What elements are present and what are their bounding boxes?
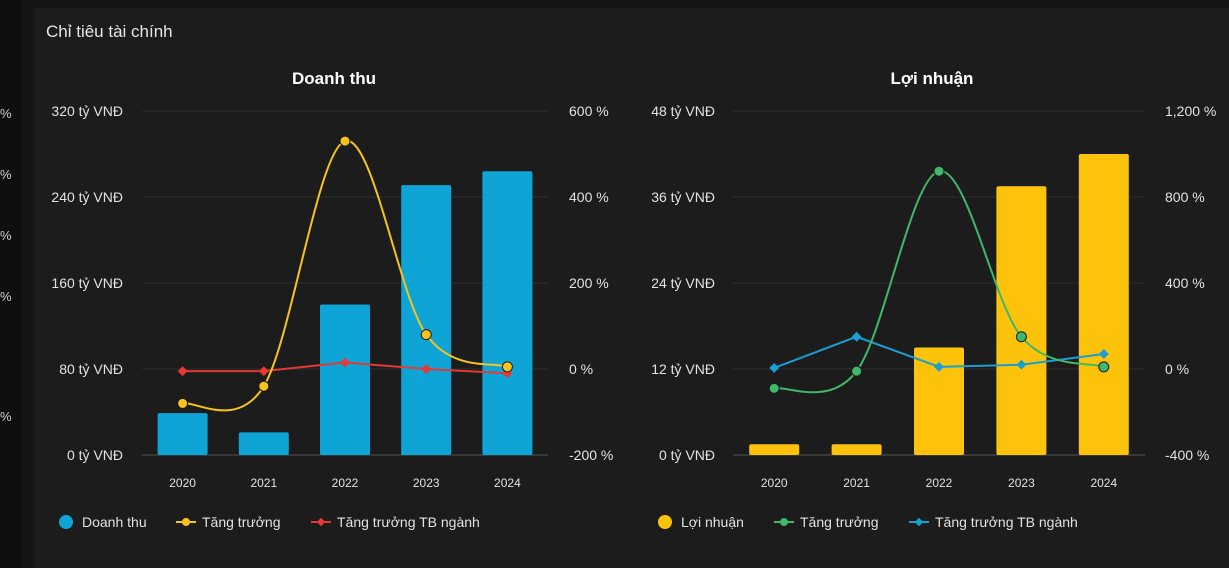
x-axis-tick: 2022 [926, 476, 953, 490]
line-point [421, 364, 432, 374]
legend-swatch [658, 515, 672, 529]
strip-percent-mark: % [0, 167, 12, 182]
line-point [934, 361, 944, 372]
left-strip: % % % % % [0, 0, 22, 568]
right-axis-tick: -200 % [569, 447, 613, 463]
legend-label: Lợi nhuận [681, 514, 744, 530]
line-point [768, 382, 780, 394]
panel-title: Chỉ tiêu tài chính [46, 22, 173, 41]
left-axis-tick: 36 tỷ VNĐ [651, 189, 715, 205]
left-axis-tick: 48 tỷ VNĐ [651, 103, 715, 119]
line-point [339, 135, 351, 147]
chart-title: Lợi nhuận [891, 69, 974, 88]
chart-title: Doanh thu [292, 69, 376, 88]
right-axis-tick: 200 % [569, 275, 609, 291]
right-axis-tick: 0 % [1165, 361, 1189, 377]
left-axis-tick: 160 tỷ VNĐ [51, 275, 123, 291]
bar [996, 186, 1047, 455]
line-point [258, 366, 269, 377]
line-point [1098, 361, 1110, 373]
right-axis-tick: -400 % [1165, 447, 1209, 463]
left-axis-tick: 12 tỷ VNĐ [651, 361, 715, 377]
strip-percent-mark: % [0, 228, 12, 243]
line-point [177, 366, 188, 377]
profit-chart: Lợi nhuận 0 tỷ VNĐ -400 % 12 tỷ VNĐ 0 % 24 tỷ… [651, 69, 1216, 530]
strip-percent-mark: % [0, 106, 12, 121]
line-point [501, 361, 513, 373]
legend-label: Tăng trưởng TB ngành [935, 514, 1078, 530]
left-axis-tick: 80 tỷ VNĐ [59, 361, 123, 377]
left-axis-tick: 0 tỷ VNĐ [659, 447, 715, 463]
legend-marker [316, 517, 326, 527]
bar [1078, 154, 1129, 455]
x-axis-tick: 2023 [1008, 476, 1035, 490]
legend-label: Tăng trưởng TB ngành [337, 514, 480, 530]
line-point [933, 165, 945, 177]
line-point [851, 331, 862, 342]
strip-percent-mark: % [0, 409, 12, 424]
x-axis-tick: 2024 [494, 476, 521, 490]
line-point [420, 329, 432, 341]
right-axis-tick: 800 % [1165, 189, 1205, 205]
line-point [1015, 331, 1027, 343]
right-axis-tick: 400 % [1165, 275, 1205, 291]
legend-label: Doanh thu [82, 514, 147, 530]
x-axis-tick: 2020 [169, 476, 196, 490]
bar [157, 413, 208, 455]
bar [914, 347, 964, 455]
line-point [769, 362, 780, 373]
legend-label: Tăng trưởng [202, 514, 280, 530]
legend-marker [780, 518, 788, 526]
bar [401, 185, 452, 456]
x-axis-tick: 2023 [413, 476, 440, 490]
x-axis-tick: 2022 [332, 476, 359, 490]
legend-marker [914, 517, 924, 527]
left-axis-tick: 24 tỷ VNĐ [651, 275, 715, 291]
left-axis-tick: 320 tỷ VNĐ [51, 103, 123, 119]
x-axis-tick: 2024 [1090, 476, 1117, 490]
bar [749, 444, 800, 455]
legend-swatch [59, 515, 73, 529]
x-axis-tick: 2021 [250, 476, 277, 490]
line-point [1098, 349, 1109, 359]
right-axis-tick: 600 % [569, 103, 609, 119]
left-axis-tick: 240 tỷ VNĐ [51, 189, 123, 205]
revenue-chart: Doanh thu 0 tỷ VNĐ -200 % 80 tỷ VNĐ 0 % 160 t… [51, 69, 613, 530]
line-point [258, 380, 270, 392]
x-axis-tick: 2020 [761, 476, 788, 490]
bar [320, 304, 370, 455]
line-point [340, 357, 350, 368]
strip-percent-mark: % [0, 289, 12, 304]
legend-label: Tăng trưởng [800, 514, 878, 530]
right-axis-tick: 0 % [569, 361, 593, 377]
legend-marker [182, 518, 190, 526]
line-point [851, 365, 863, 377]
right-axis-tick: 400 % [569, 189, 609, 205]
left-axis-tick: 0 tỷ VNĐ [67, 447, 123, 463]
x-axis-tick: 2021 [843, 476, 870, 490]
bar [238, 432, 289, 455]
right-axis-tick: 1,200 % [1165, 103, 1216, 119]
line-point [177, 397, 189, 409]
line-point [1016, 359, 1027, 370]
bar [831, 444, 882, 455]
bar [482, 171, 533, 455]
